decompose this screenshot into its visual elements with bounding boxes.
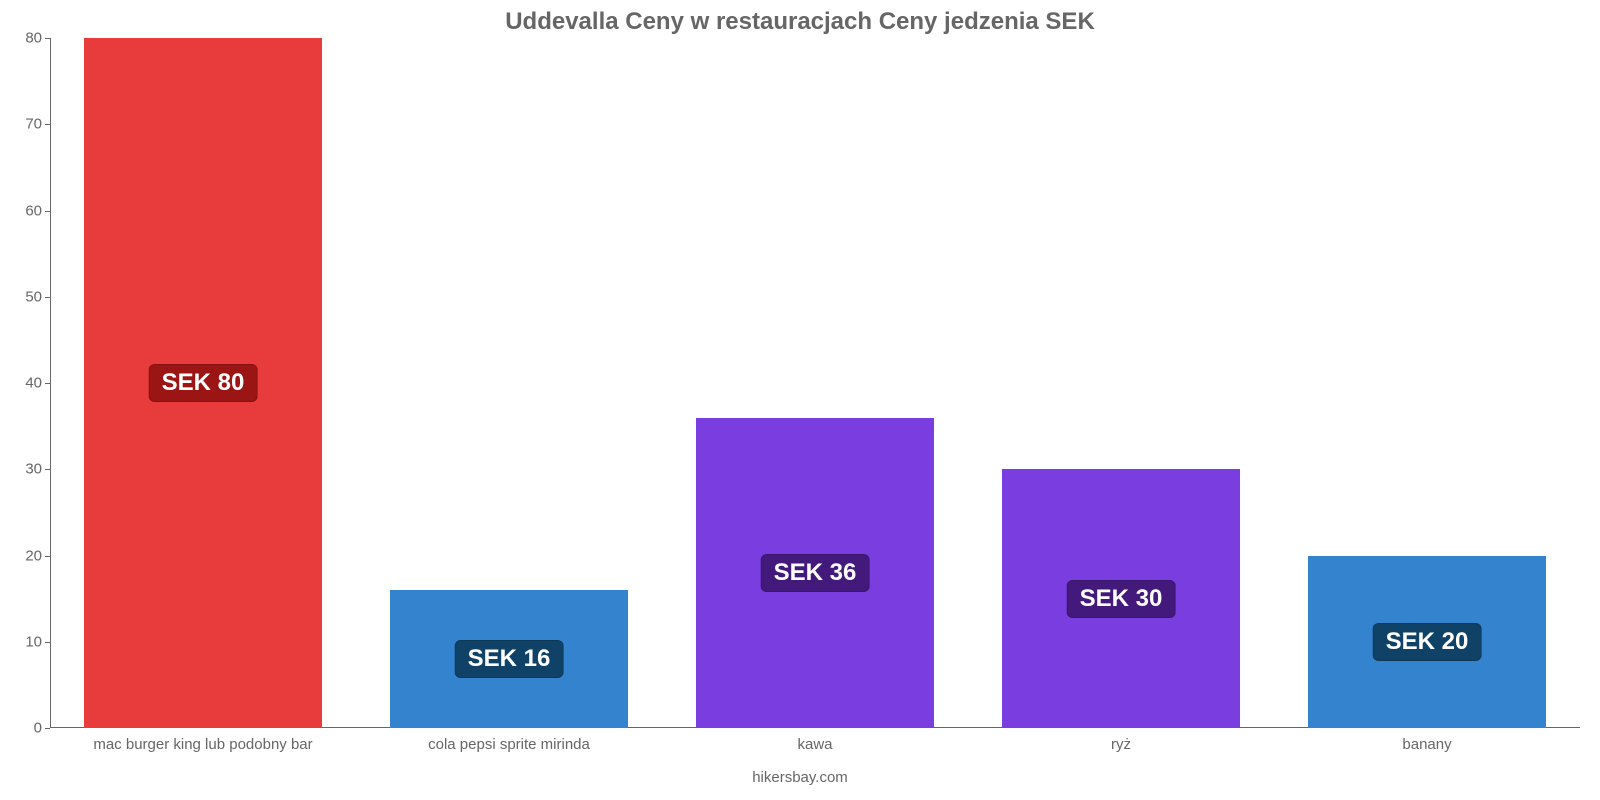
bar-slot: SEK 80mac burger king lub podobny bar — [50, 38, 356, 728]
bar-chart: Uddevalla Ceny w restauracjach Ceny jedz… — [0, 0, 1600, 800]
y-tick — [45, 297, 50, 298]
y-tick-label: 10 — [25, 633, 42, 650]
bar: SEK 36 — [696, 418, 935, 729]
x-tick-label: kawa — [797, 736, 832, 753]
bar-value-label: SEK 30 — [1067, 580, 1176, 618]
x-tick-label: banany — [1402, 736, 1451, 753]
bar-value-label: SEK 20 — [1373, 623, 1482, 661]
bar-value-label: SEK 80 — [149, 364, 258, 402]
bar-slot: SEK 20banany — [1274, 38, 1580, 728]
x-tick-label: mac burger king lub podobny bar — [93, 736, 312, 753]
bar-value-label: SEK 16 — [455, 640, 564, 678]
bars-row: SEK 80mac burger king lub podobny barSEK… — [50, 38, 1580, 728]
bar-slot: SEK 16cola pepsi sprite mirinda — [356, 38, 662, 728]
y-tick-label: 40 — [25, 375, 42, 392]
y-tick — [45, 728, 50, 729]
y-tick-label: 0 — [34, 720, 42, 737]
y-tick-label: 80 — [25, 30, 42, 47]
x-tick-label: cola pepsi sprite mirinda — [428, 736, 590, 753]
bar-slot: SEK 36kawa — [662, 38, 968, 728]
y-tick — [45, 38, 50, 39]
bar: SEK 16 — [390, 590, 629, 728]
chart-title: Uddevalla Ceny w restauracjach Ceny jedz… — [0, 8, 1600, 36]
y-tick-label: 70 — [25, 116, 42, 133]
y-tick — [45, 211, 50, 212]
y-tick — [45, 383, 50, 384]
y-tick-label: 50 — [25, 288, 42, 305]
y-tick — [45, 124, 50, 125]
bar: SEK 80 — [84, 38, 323, 728]
y-tick — [45, 642, 50, 643]
attribution-text: hikersbay.com — [0, 769, 1600, 786]
bar-slot: SEK 30ryż — [968, 38, 1274, 728]
y-tick — [45, 556, 50, 557]
y-tick-label: 60 — [25, 202, 42, 219]
y-tick-label: 20 — [25, 547, 42, 564]
plot-area: SEK 80mac burger king lub podobny barSEK… — [50, 38, 1580, 728]
bar: SEK 20 — [1308, 556, 1547, 729]
y-tick — [45, 469, 50, 470]
y-tick-label: 30 — [25, 461, 42, 478]
x-tick-label: ryż — [1111, 736, 1131, 753]
bar-value-label: SEK 36 — [761, 554, 870, 592]
bar: SEK 30 — [1002, 469, 1241, 728]
